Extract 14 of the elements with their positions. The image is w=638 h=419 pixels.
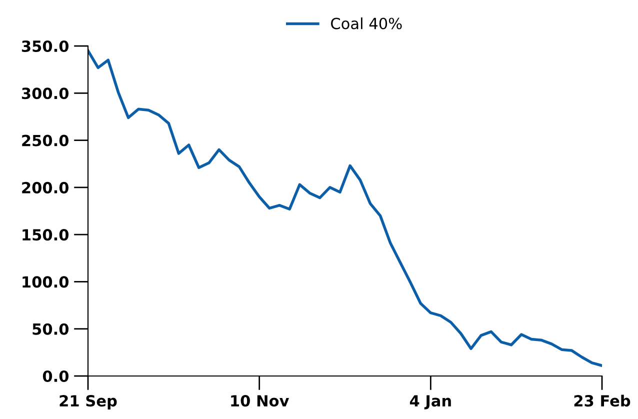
x-tick-label: 10 Nov bbox=[231, 395, 290, 407]
y-tick-label: 0.0 bbox=[42, 370, 69, 382]
y-tick-label: 300.0 bbox=[22, 88, 69, 100]
y-tick-label: 250.0 bbox=[22, 134, 69, 146]
y-tick-label: 100.0 bbox=[22, 276, 69, 288]
x-tick-label: 4 Jan bbox=[410, 395, 451, 410]
x-tick-label: 21 Sep bbox=[60, 395, 117, 410]
y-tick-label: 150.0 bbox=[22, 229, 69, 241]
x-tick-label: 23 Feb bbox=[574, 394, 630, 407]
y-tick-label: 50.0 bbox=[32, 323, 69, 335]
y-tick-label: 350.0 bbox=[22, 40, 69, 52]
line-series bbox=[88, 49, 602, 368]
y-tick-label: 200.0 bbox=[22, 182, 69, 194]
legend-label: Coal 40% bbox=[331, 17, 402, 30]
